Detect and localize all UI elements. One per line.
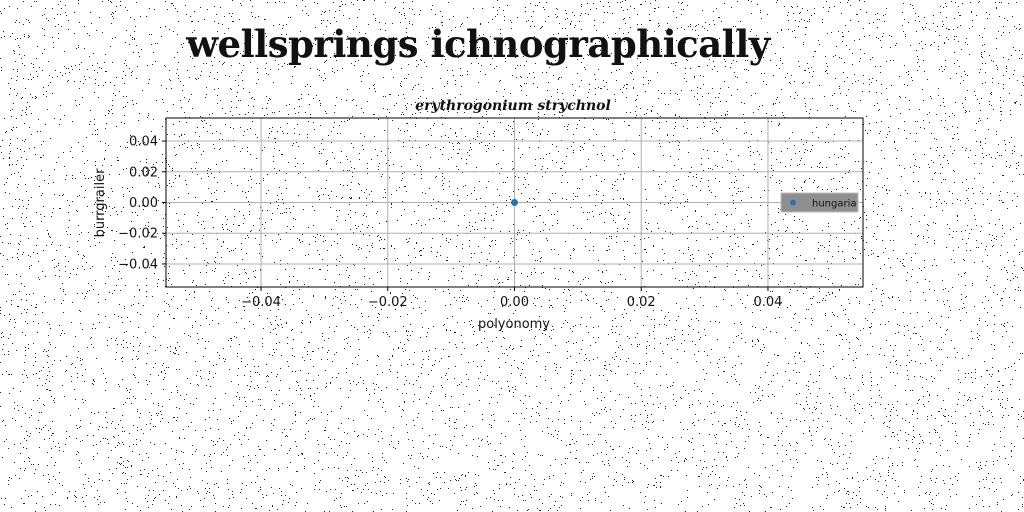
chart-title: erythrogonium strychnol [415, 98, 611, 114]
grid-lines [166, 118, 863, 287]
y-tick-label: 0.02 [129, 165, 158, 180]
x-tick-label: −0.04 [241, 295, 281, 310]
x-tick-label: 0.02 [627, 295, 656, 310]
x-tick-label: 0.04 [753, 295, 782, 310]
y-tick-label: 0.04 [129, 135, 158, 150]
legend-label: hungaria [812, 199, 857, 210]
axis-ticks: −0.04 −0.02 0.00 0.02 0.04 −0.04 −0.02 0.00 0.02… [118, 135, 782, 310]
y-tick-label: −0.02 [118, 227, 158, 242]
y-axis-label: burrgrailer [93, 168, 108, 238]
x-axis-label: polyonomy [478, 317, 550, 332]
x-tick-label: 0.00 [500, 295, 529, 310]
y-tick-label: −0.04 [118, 257, 158, 272]
x-tick-label: −0.02 [368, 295, 408, 310]
data-points [511, 199, 518, 206]
data-point [511, 199, 518, 206]
legend-box [780, 192, 859, 213]
page-title: wellsprings ichnographically [186, 22, 770, 66]
legend-marker [790, 199, 796, 206]
legend: hungaria [780, 192, 859, 213]
y-tick-label: 0.00 [129, 196, 158, 211]
